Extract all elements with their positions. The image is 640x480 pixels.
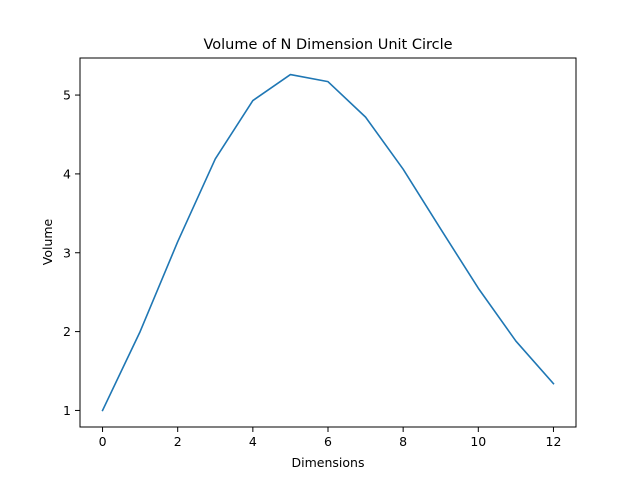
series-line bbox=[101, 73, 555, 412]
y-tick-label: 3 bbox=[63, 245, 71, 260]
x-tick-label: 10 bbox=[470, 434, 486, 449]
y-tick-label: 4 bbox=[63, 166, 71, 181]
y-tick-label: 5 bbox=[63, 88, 71, 103]
series-layer bbox=[101, 73, 555, 412]
plot-area bbox=[80, 58, 576, 427]
y-tick-label: 1 bbox=[63, 403, 71, 418]
x-tick-label: 12 bbox=[546, 434, 562, 449]
x-tick-label: 4 bbox=[249, 434, 257, 449]
x-axis-label: Dimensions bbox=[292, 455, 365, 470]
x-tick-label: 2 bbox=[174, 434, 182, 449]
y-tick-label: 2 bbox=[63, 324, 71, 339]
x-tick-label: 0 bbox=[99, 434, 107, 449]
x-tick-label: 6 bbox=[324, 434, 332, 449]
chart-title: Volume of N Dimension Unit Circle bbox=[203, 37, 452, 53]
axes-frame bbox=[79, 57, 577, 428]
x-tick-label: 8 bbox=[399, 434, 407, 449]
y-axis-label: Volume bbox=[40, 218, 55, 265]
